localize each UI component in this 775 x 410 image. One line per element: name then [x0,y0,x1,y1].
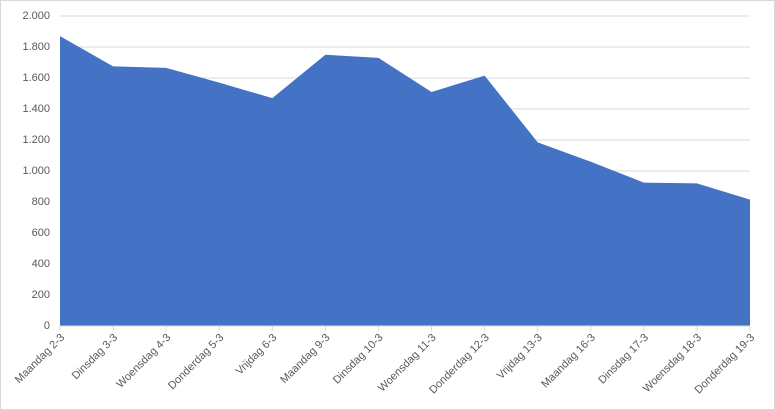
y-tick-label: 200 [32,289,50,301]
y-tick-label: 400 [32,258,50,270]
y-tick-label: 800 [32,196,50,208]
y-tick-label: 600 [32,227,50,239]
y-tick-label: 0 [44,320,50,332]
y-tick-label: 1.000 [22,165,50,177]
area [60,36,750,327]
y-tick-label: 1.800 [22,41,50,53]
y-tick-label: 1.400 [22,103,50,115]
y-tick-label: 1.600 [22,72,50,84]
y-tick-label: 2.000 [22,10,50,22]
y-tick-label: 1.200 [22,134,50,146]
